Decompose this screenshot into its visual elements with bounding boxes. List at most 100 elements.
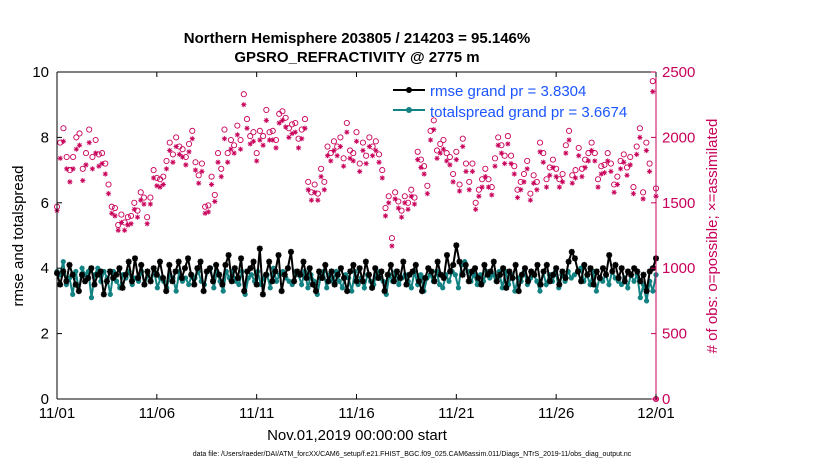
possible-obs-point: [649, 78, 656, 85]
assimilated-obs-point: [569, 180, 575, 186]
rmse-point: [175, 258, 182, 265]
rmse-point: [107, 268, 114, 275]
rmse-point: [319, 275, 326, 282]
rmse-point: [440, 275, 447, 282]
assimilated-obs-point: [99, 160, 105, 167]
rmse-point: [615, 275, 622, 282]
assimilated-obs-point: [254, 158, 260, 164]
possible-obs-point: [163, 157, 170, 164]
rmse-point: [328, 268, 335, 275]
x-tick-label: 11/21: [438, 405, 474, 422]
right-y-tick-label: 500: [662, 326, 687, 343]
assimilated-obs-point: [366, 143, 372, 150]
possible-obs-point: [124, 214, 131, 221]
possible-obs-point: [179, 146, 186, 153]
assimilated-obs-point: [337, 143, 343, 150]
assimilated-obs-point: [173, 143, 179, 150]
rmse-point: [66, 261, 73, 268]
assimilated-obs-point: [186, 149, 192, 155]
possible-obs-point: [472, 199, 479, 206]
possible-obs-point: [485, 176, 492, 183]
possible-obs-point: [607, 160, 614, 167]
rmse-point: [247, 265, 254, 272]
possible-obs-point: [640, 189, 647, 196]
right-y-tick-label: 1000: [662, 260, 695, 277]
possible-obs-point: [636, 125, 643, 132]
rmse-point: [512, 261, 519, 268]
rmse-point: [537, 281, 544, 288]
rmse-point: [263, 271, 270, 278]
rmse-point: [341, 275, 348, 282]
rmse-point: [353, 278, 360, 285]
rmse-point: [57, 281, 64, 288]
assimilated-obs-point: [179, 154, 186, 160]
legend-rmse-text: rmse grand pr = 3.8304: [430, 83, 586, 100]
possible-obs-point: [356, 160, 363, 167]
totalspread-point: [299, 281, 305, 288]
assimilated-obs-point: [138, 197, 144, 203]
possible-obs-point: [601, 161, 608, 168]
rmse-point: [515, 288, 522, 295]
possible-obs-point: [301, 116, 309, 123]
possible-obs-point: [382, 204, 389, 212]
assimilated-obs-point: [456, 188, 463, 194]
assimilated-obs-point: [183, 162, 189, 168]
rmse-point: [556, 281, 563, 288]
assimilated-obs-point: [115, 227, 121, 233]
assimilated-obs-point: [646, 168, 653, 175]
assimilated-obs-point: [205, 209, 211, 215]
possible-obs-point: [533, 178, 540, 185]
assimilated-obs-point: [341, 163, 347, 169]
possible-obs-point: [256, 127, 263, 134]
possible-obs-point: [565, 127, 573, 134]
possible-obs-point: [131, 199, 138, 206]
possible-obs-point: [111, 204, 119, 212]
rmse-point: [372, 265, 379, 272]
rmse-point: [69, 271, 76, 278]
possible-obs-point: [424, 182, 431, 189]
rmse-point: [431, 278, 438, 285]
possible-obs-point: [311, 181, 318, 188]
assimilated-obs-point: [122, 227, 128, 233]
assimilated-obs-point: [157, 184, 163, 190]
possible-obs-point: [585, 150, 592, 157]
assimilated-obs-point: [228, 146, 234, 152]
rmse-point: [169, 278, 176, 285]
assimilated-obs-point: [621, 159, 627, 165]
possible-obs-point: [617, 157, 624, 164]
possible-obs-point: [491, 155, 499, 162]
possible-obs-point: [588, 139, 595, 146]
rmse-point: [178, 275, 185, 282]
possible-obs-point: [504, 133, 511, 140]
possible-obs-point: [549, 156, 556, 163]
assimilated-obs-point: [444, 158, 450, 164]
rmse-point: [122, 271, 129, 278]
assimilated-obs-point: [550, 164, 556, 171]
possible-obs-point: [330, 138, 338, 145]
left-y-tick-label: 2: [41, 326, 49, 343]
rmse-point: [253, 281, 260, 288]
rmse-point: [334, 271, 341, 278]
assimilated-obs-point: [514, 194, 521, 201]
assimilated-obs-point: [437, 150, 443, 156]
rmse-point: [481, 261, 488, 268]
assimilated-obs-point: [234, 132, 240, 138]
assimilated-obs-point: [553, 174, 559, 180]
rmse-point: [450, 261, 457, 268]
left-y-tick-label: 8: [41, 129, 49, 146]
assimilated-obs-point: [192, 167, 199, 173]
totalspread-point: [349, 288, 355, 294]
assimilated-obs-point: [315, 197, 321, 203]
rmse-point: [153, 271, 160, 278]
assimilated-obs-point: [299, 136, 305, 142]
possible-obs-point: [430, 117, 437, 124]
possible-obs-point: [76, 130, 83, 137]
possible-obs-point: [421, 163, 428, 170]
possible-obs-point: [350, 150, 357, 157]
rmse-point: [571, 255, 578, 262]
possible-obs-point: [437, 140, 444, 147]
right-y-axis-label: # of obs: o=possible; ×=assimilated: [704, 119, 721, 354]
assimilated-obs-point: [489, 192, 495, 198]
assimilated-obs-point: [427, 137, 434, 143]
possible-obs-point: [79, 165, 86, 172]
